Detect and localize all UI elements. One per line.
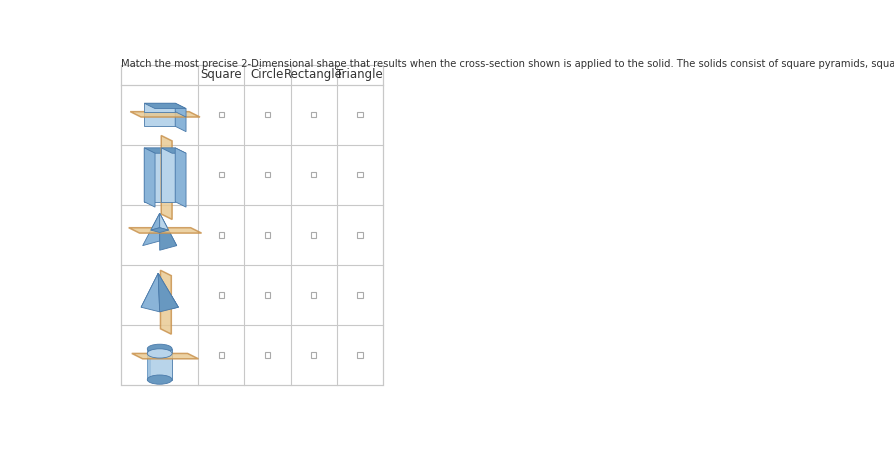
Text: Triangle: Triangle [336, 68, 384, 81]
Polygon shape [131, 112, 200, 117]
Polygon shape [144, 103, 175, 112]
Bar [265, 172, 270, 177]
Polygon shape [175, 148, 186, 207]
Polygon shape [141, 274, 160, 312]
Polygon shape [158, 274, 178, 312]
Bar [121, 65, 383, 385]
Polygon shape [144, 148, 155, 207]
Text: Rectangle: Rectangle [284, 68, 343, 81]
Polygon shape [175, 103, 186, 117]
Bar [265, 292, 270, 298]
Polygon shape [161, 135, 172, 219]
Text: Circle: Circle [251, 68, 284, 81]
Bar [311, 232, 316, 237]
Bar [357, 232, 363, 237]
Polygon shape [160, 213, 169, 230]
Ellipse shape [148, 375, 172, 384]
Polygon shape [151, 228, 169, 232]
Polygon shape [148, 349, 172, 380]
Ellipse shape [148, 349, 172, 358]
Bar [357, 292, 363, 298]
Polygon shape [161, 148, 186, 153]
Bar [357, 112, 363, 117]
Polygon shape [144, 148, 161, 202]
Bar [219, 112, 224, 117]
Polygon shape [160, 213, 177, 246]
Ellipse shape [148, 344, 172, 353]
Polygon shape [144, 112, 175, 126]
Polygon shape [158, 274, 178, 312]
Bar [311, 172, 316, 177]
Bar [265, 232, 270, 237]
Polygon shape [151, 213, 160, 230]
Bar [357, 352, 363, 358]
Bar [219, 232, 224, 237]
Bar [219, 172, 224, 177]
Polygon shape [158, 274, 178, 307]
Polygon shape [144, 103, 186, 109]
Polygon shape [143, 213, 160, 246]
Polygon shape [158, 274, 178, 307]
Polygon shape [148, 349, 151, 380]
Polygon shape [175, 112, 186, 132]
Bar [265, 112, 270, 117]
Polygon shape [161, 148, 175, 202]
Polygon shape [160, 270, 172, 334]
Polygon shape [141, 274, 160, 307]
Bar [265, 352, 270, 358]
Bar [311, 112, 316, 117]
Polygon shape [160, 213, 177, 250]
Bar [311, 352, 316, 358]
Text: Square: Square [200, 68, 242, 81]
Bar [311, 292, 316, 298]
Polygon shape [131, 353, 198, 359]
Polygon shape [144, 148, 172, 153]
Text: Match the most precise 2-Dimensional shape that results when the cross-section s: Match the most precise 2-Dimensional sha… [121, 59, 894, 68]
Polygon shape [129, 228, 201, 233]
Bar [219, 292, 224, 298]
Bar [219, 352, 224, 358]
Bar [357, 172, 363, 177]
